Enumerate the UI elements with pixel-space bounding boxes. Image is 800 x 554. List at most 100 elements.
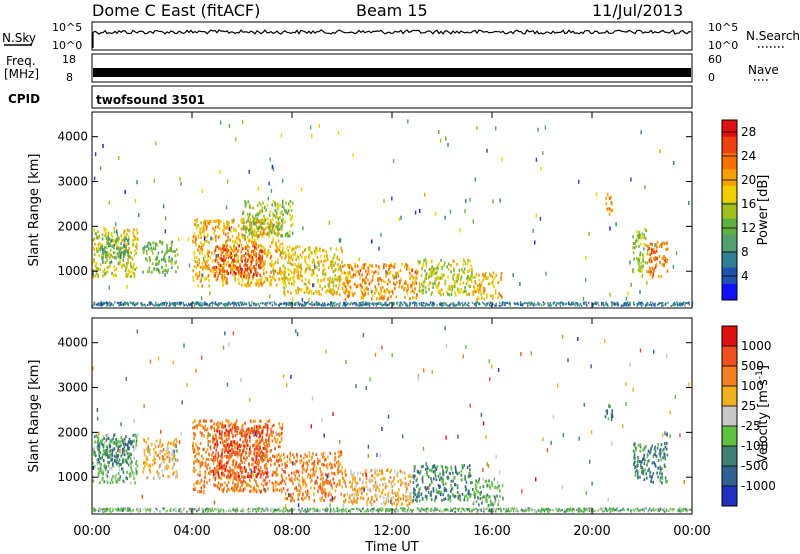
echo-cell	[452, 259, 455, 263]
echo-cell	[102, 435, 105, 439]
echo-cell	[610, 196, 612, 199]
echo-cell	[225, 239, 228, 243]
echo-cell	[247, 428, 249, 432]
echo-cell	[214, 259, 217, 263]
echo-cell	[267, 475, 269, 479]
y-tick-label: 1000	[57, 264, 88, 278]
echo-cell	[241, 481, 244, 485]
echo-cell	[264, 422, 267, 426]
echo-cell	[420, 302, 423, 304]
echo-cell	[233, 218, 235, 222]
echo-cell	[102, 248, 104, 252]
echo-cell	[227, 487, 229, 491]
echo-cell	[416, 270, 419, 274]
echo-cell	[258, 454, 260, 458]
echo-cell	[197, 473, 199, 477]
echo-cell	[676, 303, 678, 306]
echo-cell	[169, 303, 172, 306]
echo-cell	[362, 293, 364, 297]
echo-cell	[221, 488, 223, 492]
echo-cell	[207, 254, 210, 258]
echo-cell	[414, 210, 417, 215]
echo-cell	[115, 238, 118, 242]
echo-cell	[266, 443, 268, 447]
echo-cell	[255, 473, 257, 477]
echo-cell	[480, 281, 483, 285]
echo-cell	[237, 489, 240, 493]
colorbar-tick-label: 24	[741, 149, 756, 163]
echo-cell	[266, 467, 268, 471]
echo-cell	[229, 466, 231, 470]
echo-cell	[155, 301, 157, 304]
echo-cell	[245, 451, 248, 455]
echo-cell	[249, 230, 251, 233]
echo-cell	[528, 301, 530, 304]
echo-cell	[309, 475, 312, 479]
echo-cell	[172, 250, 174, 253]
echo-cell	[278, 458, 280, 462]
echo-cell	[118, 301, 120, 304]
echo-cell	[219, 463, 221, 466]
echo-cell	[97, 467, 100, 471]
echo-cell	[261, 206, 264, 210]
echo-cell	[588, 232, 590, 236]
echo-cell	[276, 433, 278, 436]
freq-label-line2: [MHz]	[4, 67, 39, 81]
echo-cell	[216, 439, 218, 443]
echo-cell	[159, 464, 161, 468]
echo-cell	[218, 436, 220, 440]
echo-cell	[97, 266, 99, 270]
echo-cell	[193, 459, 196, 463]
echo-cell	[667, 301, 669, 304]
echo-cell	[263, 219, 265, 223]
echo-cell	[110, 302, 113, 305]
echo-cell	[224, 233, 227, 236]
echo-cell	[390, 264, 392, 268]
echo-cell	[222, 425, 225, 429]
echo-cell	[495, 304, 497, 307]
echo-cell	[390, 295, 392, 299]
velocity-echo-scatter	[92, 326, 692, 513]
echo-cell	[206, 220, 208, 224]
echo-cell	[115, 460, 117, 464]
echo-cell	[379, 293, 381, 297]
echo-cell	[398, 304, 400, 307]
echo-cell	[200, 479, 202, 483]
echo-cell	[222, 490, 224, 493]
echo-cell	[332, 293, 335, 297]
echo-cell	[117, 254, 120, 258]
echo-cell	[398, 285, 401, 289]
echo-cell	[242, 247, 244, 251]
echo-cell	[224, 424, 227, 428]
echo-cell	[220, 454, 222, 458]
echo-cell	[376, 297, 378, 301]
echo-cell	[246, 245, 248, 249]
echo-cell	[211, 453, 213, 457]
echo-cell	[164, 268, 167, 272]
echo-cell	[197, 234, 200, 237]
echo-cell	[453, 280, 456, 284]
echo-cell	[650, 301, 652, 304]
echo-cell	[277, 445, 280, 449]
echo-cell	[495, 273, 497, 277]
echo-cell	[255, 267, 257, 271]
echo-cell	[476, 298, 478, 302]
echo-cell	[659, 149, 661, 154]
echo-cell	[148, 247, 150, 251]
echo-cell	[276, 271, 279, 275]
echo-cell	[121, 239, 123, 242]
echo-cell	[198, 258, 200, 262]
echo-cell	[141, 304, 143, 307]
echo-cell	[500, 304, 502, 307]
echo-cell	[469, 285, 472, 288]
echo-cell	[199, 249, 201, 253]
echo-cell	[243, 475, 245, 479]
echo-cell	[441, 302, 444, 305]
echo-cell	[255, 231, 258, 235]
echo-cell	[238, 304, 240, 307]
echo-cell	[223, 302, 226, 305]
echo-cell	[163, 256, 165, 260]
echo-cell	[193, 304, 196, 307]
echo-cell	[212, 270, 214, 274]
